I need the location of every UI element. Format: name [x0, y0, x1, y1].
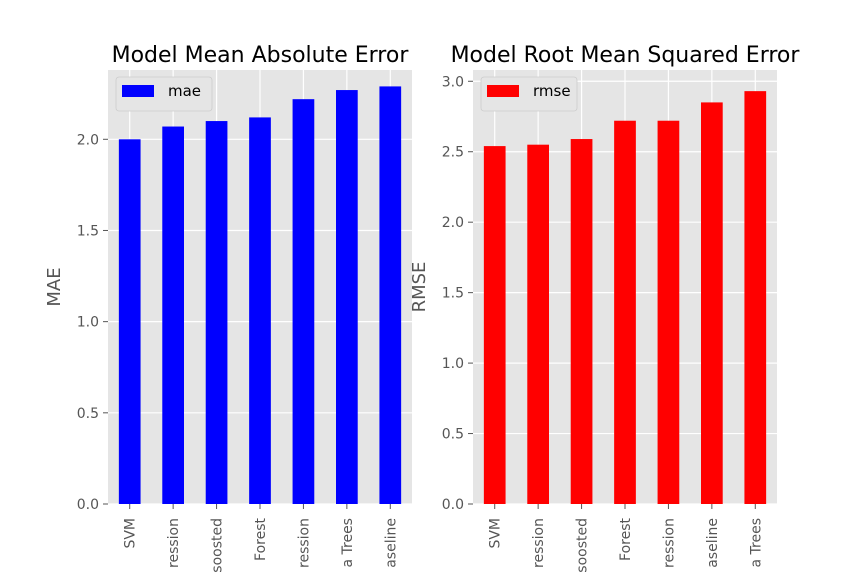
mae-xtick-label: aseline — [383, 518, 399, 568]
mae-panel: 0.0 0.5 1.0 1.5 2.0 SVM ression soosted Forest re… — [44, 43, 412, 573]
rmse-chart-title: Model Root Mean Squared Error — [451, 43, 801, 68]
rmse-xtick-label: ression — [531, 518, 547, 568]
mae-legend-swatch — [122, 85, 154, 97]
mae-y-axis-label: MAE — [44, 267, 65, 306]
mae-bar — [118, 139, 141, 504]
rmse-ytick-label: 2.5 — [442, 145, 464, 161]
mae-bar — [336, 90, 358, 504]
rmse-legend: rmse — [480, 76, 578, 112]
mae-bar — [162, 126, 184, 504]
rmse-legend-swatch — [487, 85, 519, 97]
mae-ytick-label: 1.5 — [77, 223, 99, 239]
rmse-xtick-label: Forest — [618, 517, 634, 560]
rmse-ytick-label: 2.0 — [442, 215, 464, 231]
rmse-ytick-label: 0.0 — [442, 497, 464, 513]
rmse-bar — [527, 144, 549, 504]
mae-xtick-label: a Trees — [340, 518, 356, 568]
rmse-xtick-label: ression — [661, 518, 677, 568]
rmse-ytick-label: 3.0 — [442, 74, 464, 90]
mae-legend: mae — [115, 76, 213, 112]
rmse-ytick-label: 1.0 — [442, 356, 464, 372]
mae-chart-title: Model Mean Absolute Error — [112, 43, 410, 68]
mae-bar — [379, 86, 402, 504]
mae-xtick-label: ression — [166, 518, 182, 568]
rmse-xtick-label: SVM — [488, 518, 504, 549]
rmse-ytick-label: 0.5 — [442, 427, 464, 443]
rmse-ytick-label: 1.5 — [442, 286, 464, 302]
mae-xtick-label: soosted — [210, 518, 226, 573]
rmse-legend-label: rmse — [533, 82, 571, 100]
rmse-bar — [570, 139, 593, 504]
rmse-xtick-label: aseline — [705, 518, 721, 568]
rmse-panel: 0.0 0.5 1.0 1.5 2.0 2.5 3.0 SVM ression soosted Fo… — [409, 43, 800, 573]
rmse-bar — [614, 120, 636, 505]
mae-bar — [292, 99, 315, 505]
mae-xtick-label: Forest — [253, 517, 269, 560]
rmse-y-axis-label: RMSE — [409, 262, 430, 313]
rmse-bar — [701, 102, 723, 504]
mae-xtick-label: ression — [296, 518, 312, 568]
rmse-bar — [744, 91, 767, 505]
rmse-xtick-label: soosted — [575, 518, 591, 573]
mae-ytick-label: 0.5 — [77, 406, 99, 422]
mae-legend-label: mae — [168, 82, 201, 100]
rmse-bar — [483, 146, 506, 504]
mae-bar — [249, 117, 271, 504]
rmse-bar — [657, 120, 680, 505]
mae-xtick-label: SVM — [123, 518, 139, 549]
mae-ytick-label: 1.0 — [77, 315, 99, 331]
mae-ytick-label: 0.0 — [77, 497, 99, 513]
mae-ytick-label: 2.0 — [77, 132, 99, 148]
mae-bar — [205, 121, 228, 504]
rmse-xtick-label: a Trees — [748, 518, 764, 568]
